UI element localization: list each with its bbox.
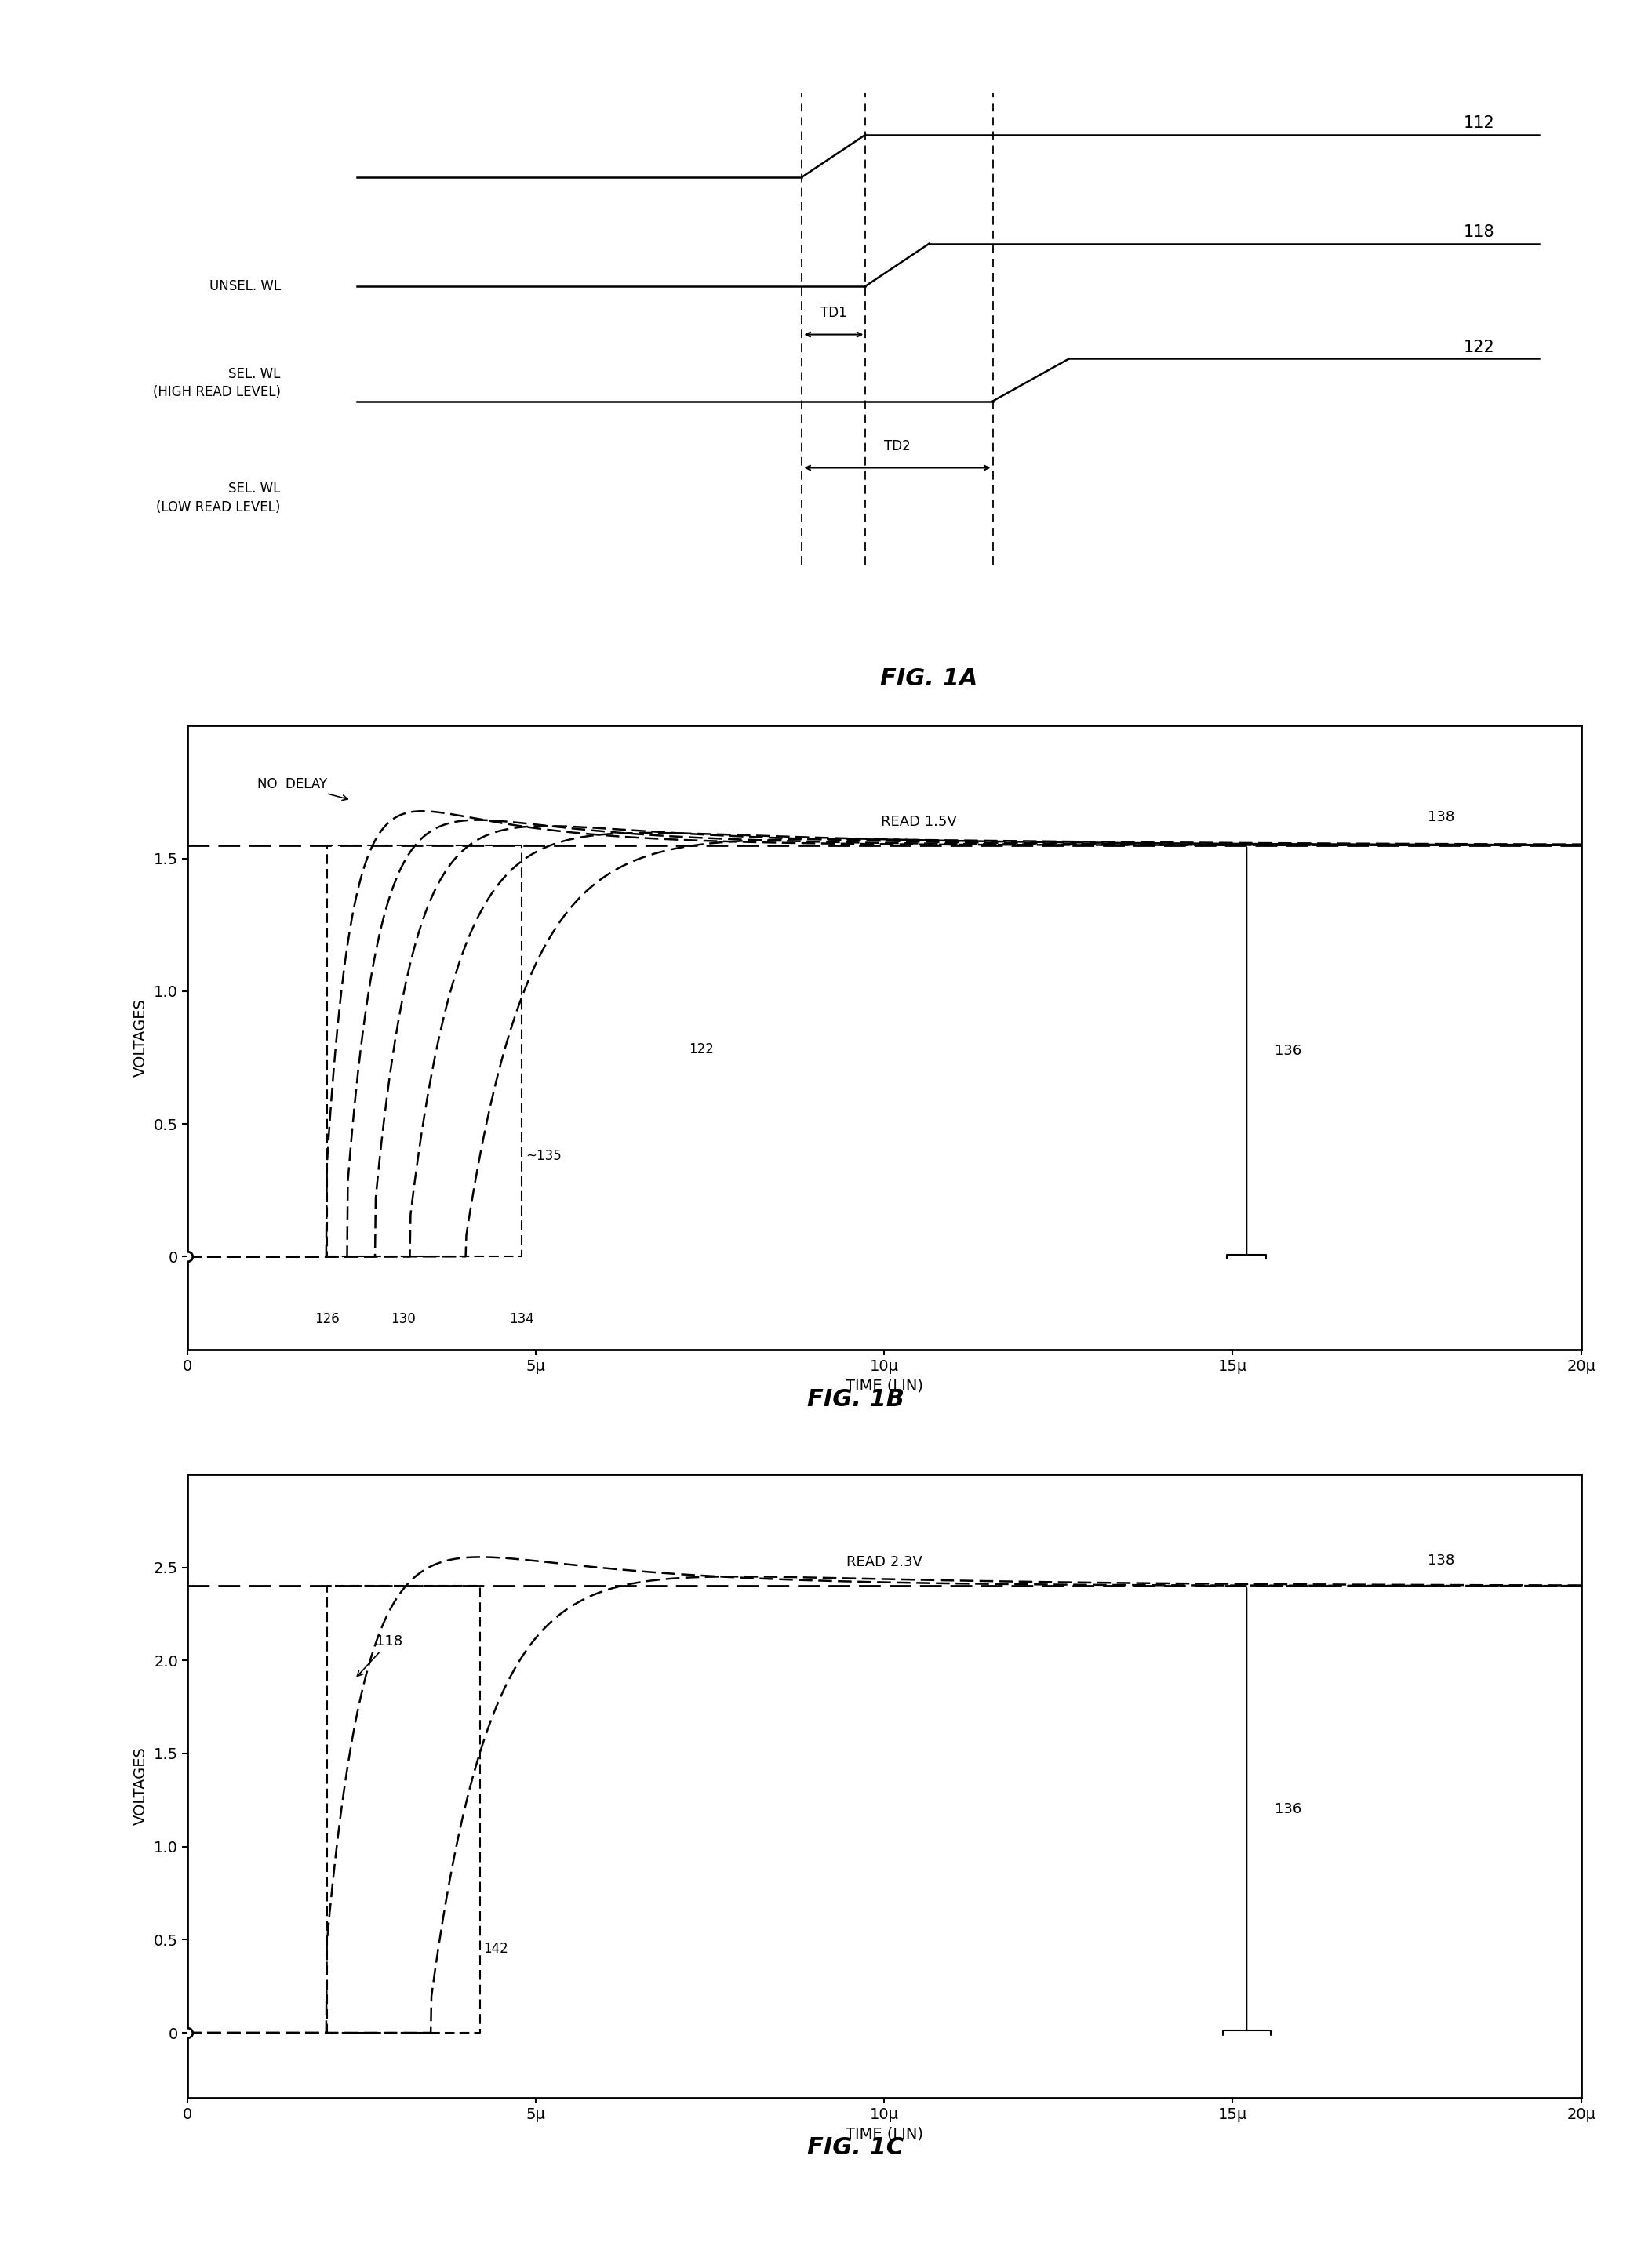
- Text: NO  DELAY: NO DELAY: [258, 778, 347, 801]
- Text: 122: 122: [1464, 340, 1495, 356]
- Text: TD2: TD2: [883, 440, 911, 454]
- Text: READ 1.5V: READ 1.5V: [882, 814, 957, 830]
- Text: ~135: ~135: [525, 1148, 561, 1163]
- Text: FIG. 1A: FIG. 1A: [880, 667, 978, 689]
- Text: 134: 134: [510, 1311, 535, 1327]
- Text: 126: 126: [315, 1311, 339, 1327]
- Text: 112: 112: [1464, 116, 1495, 132]
- Text: 138: 138: [1428, 810, 1454, 823]
- Text: 138: 138: [1428, 1554, 1454, 1567]
- Text: SEL. WL
(LOW READ LEVEL): SEL. WL (LOW READ LEVEL): [156, 481, 280, 515]
- Text: 142: 142: [484, 1941, 509, 1955]
- X-axis label: TIME (LIN): TIME (LIN): [846, 1379, 923, 1393]
- Text: FIG. 1C: FIG. 1C: [807, 2136, 905, 2159]
- Text: 136: 136: [1275, 1043, 1301, 1057]
- Text: 130: 130: [391, 1311, 416, 1327]
- Text: FIG. 1B: FIG. 1B: [807, 1388, 905, 1411]
- Text: READ 2.3V: READ 2.3V: [846, 1556, 923, 1569]
- X-axis label: TIME (LIN): TIME (LIN): [846, 2127, 923, 2141]
- Text: TD1: TD1: [820, 306, 848, 320]
- Text: 118: 118: [1464, 225, 1495, 240]
- Text: 118: 118: [357, 1635, 403, 1676]
- Y-axis label: VOLTAGES: VOLTAGES: [134, 1746, 148, 1826]
- Y-axis label: VOLTAGES: VOLTAGES: [134, 998, 148, 1077]
- Text: 136: 136: [1275, 1803, 1301, 1817]
- Text: SEL. WL
(HIGH READ LEVEL): SEL. WL (HIGH READ LEVEL): [153, 367, 280, 399]
- Text: UNSEL. WL: UNSEL. WL: [209, 279, 280, 293]
- Text: 122: 122: [689, 1043, 714, 1057]
